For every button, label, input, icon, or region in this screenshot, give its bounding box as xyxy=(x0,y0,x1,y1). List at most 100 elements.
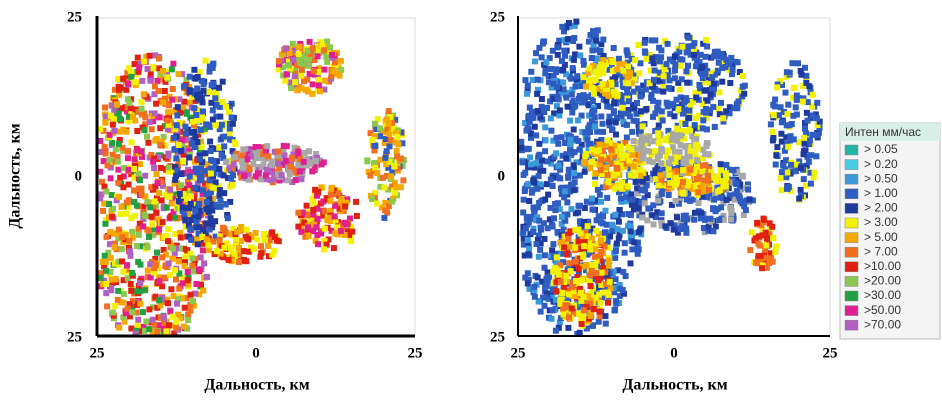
radar-echo xyxy=(384,117,390,123)
radar-echo xyxy=(331,245,337,251)
radar-echo xyxy=(128,74,134,80)
radar-echo xyxy=(305,48,311,54)
radar-echo xyxy=(700,125,706,131)
radar-echo xyxy=(659,210,665,216)
radar-echo xyxy=(543,283,549,289)
radar-echo xyxy=(572,227,578,233)
radar-echo xyxy=(788,162,794,168)
radar-echo xyxy=(693,115,699,121)
radar-echo xyxy=(560,67,566,73)
radar-echo xyxy=(655,130,661,136)
radar-echo xyxy=(801,151,807,157)
radar-echo xyxy=(622,240,628,246)
radar-echo xyxy=(160,219,166,225)
radar-echo xyxy=(102,119,108,125)
radar-echo xyxy=(723,175,729,181)
radar-echo xyxy=(263,173,269,179)
radar-echo xyxy=(603,321,609,327)
radar-echo xyxy=(147,119,153,125)
radar-echo xyxy=(550,241,556,247)
radar-echo xyxy=(687,198,693,204)
radar-echo xyxy=(589,196,595,202)
radar-echo xyxy=(632,57,638,63)
radar-echo xyxy=(589,262,595,268)
radar-echo xyxy=(102,253,108,259)
radar-echo xyxy=(598,167,604,173)
radar-echo xyxy=(582,95,588,101)
radar-echo xyxy=(718,100,724,106)
radar-echo xyxy=(208,148,214,154)
radar-echo xyxy=(639,139,645,145)
radar-echo xyxy=(578,230,584,236)
radar-echo xyxy=(589,77,595,83)
radar-echo xyxy=(530,114,536,120)
radar-echo xyxy=(530,229,536,235)
radar-echo xyxy=(559,24,565,30)
radar-echo xyxy=(666,192,672,198)
radar-echo xyxy=(287,171,293,177)
radar-echo xyxy=(103,151,109,157)
radar-echo xyxy=(566,167,572,173)
radar-echo xyxy=(606,257,612,263)
radar-echo xyxy=(537,247,543,253)
radar-echo xyxy=(625,80,631,86)
radar-echo xyxy=(599,270,605,276)
radar-echo xyxy=(525,237,531,243)
radar-echo xyxy=(542,303,548,309)
radar-echo xyxy=(567,147,573,153)
radar-echo xyxy=(394,134,400,140)
radar-echo xyxy=(566,236,572,242)
radar-echo xyxy=(554,254,560,260)
radar-echo xyxy=(679,57,685,63)
radar-echo xyxy=(155,78,161,84)
radar-echo xyxy=(649,55,655,61)
radar-echo xyxy=(551,215,557,221)
radar-echo xyxy=(394,148,400,154)
radar-echo xyxy=(660,89,666,95)
radar-echo xyxy=(629,129,635,135)
radar-echo xyxy=(124,200,130,206)
radar-echo xyxy=(686,115,692,121)
radar-echo xyxy=(522,188,528,194)
radar-echo xyxy=(808,181,814,187)
radar-echo xyxy=(733,181,739,187)
radar-echo xyxy=(236,259,242,265)
radar-echo xyxy=(640,152,646,158)
radar-echo xyxy=(707,216,713,222)
radar-echo xyxy=(533,160,539,166)
radar-echo xyxy=(310,81,316,87)
radar-echo xyxy=(728,210,734,216)
radar-echo xyxy=(145,140,151,146)
radar-echo xyxy=(521,197,527,203)
radar-echo xyxy=(188,193,194,199)
radar-echo xyxy=(117,116,123,122)
radar-echo xyxy=(606,263,612,269)
radar-echo xyxy=(657,172,663,178)
radar-echo xyxy=(163,233,169,239)
radar-echo xyxy=(784,170,790,176)
radar-echo xyxy=(586,141,592,147)
radar-echo xyxy=(544,105,550,111)
radar-echo xyxy=(665,41,671,47)
radar-echo xyxy=(536,141,542,147)
radar-echo xyxy=(620,105,626,111)
radar-echo xyxy=(129,229,135,235)
radar-echo xyxy=(684,50,690,56)
radar-echo xyxy=(801,135,807,141)
radar-echo xyxy=(813,153,819,159)
radar-echo xyxy=(630,197,636,203)
radar-echo xyxy=(764,255,770,261)
radar-echo xyxy=(176,198,182,204)
radar-echo xyxy=(638,109,644,115)
radar-echo xyxy=(549,316,555,322)
radar-echo xyxy=(151,165,157,171)
radar-echo xyxy=(112,244,118,250)
radar-echo xyxy=(672,75,678,81)
radar-echo xyxy=(634,118,640,124)
radar-echo xyxy=(566,260,572,266)
radar-echo xyxy=(192,208,198,214)
radar-echo xyxy=(613,298,619,304)
radar-echo xyxy=(188,217,194,223)
radar-echo xyxy=(524,128,530,134)
radar-echo xyxy=(560,80,566,86)
